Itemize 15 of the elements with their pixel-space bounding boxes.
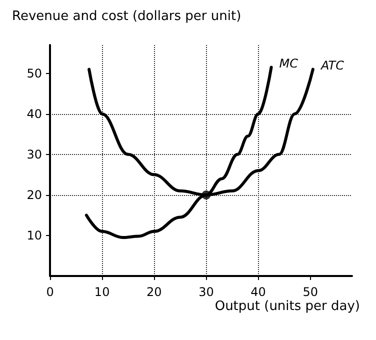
- y-tick-label: 50: [26, 66, 42, 80]
- x-tick-label: 10: [94, 285, 110, 299]
- y-tick-label: 40: [26, 106, 42, 121]
- x-tick-label: 30: [198, 285, 214, 299]
- x-tick-label: 0: [46, 285, 54, 299]
- x-tick-label: 40: [250, 285, 266, 299]
- x-tick-label: 50: [302, 285, 318, 299]
- series-label: ATC: [320, 58, 345, 72]
- x-axis-title: Output (units per day): [214, 299, 360, 314]
- y-tick-label: 30: [26, 147, 42, 162]
- x-tick-label: 20: [146, 285, 162, 299]
- series-label: MC: [279, 56, 299, 70]
- y-tick-label: 20: [26, 188, 42, 202]
- y-axis-title: Revenue and cost (dollars per unit): [12, 9, 242, 24]
- y-tick-label: 10: [26, 228, 42, 242]
